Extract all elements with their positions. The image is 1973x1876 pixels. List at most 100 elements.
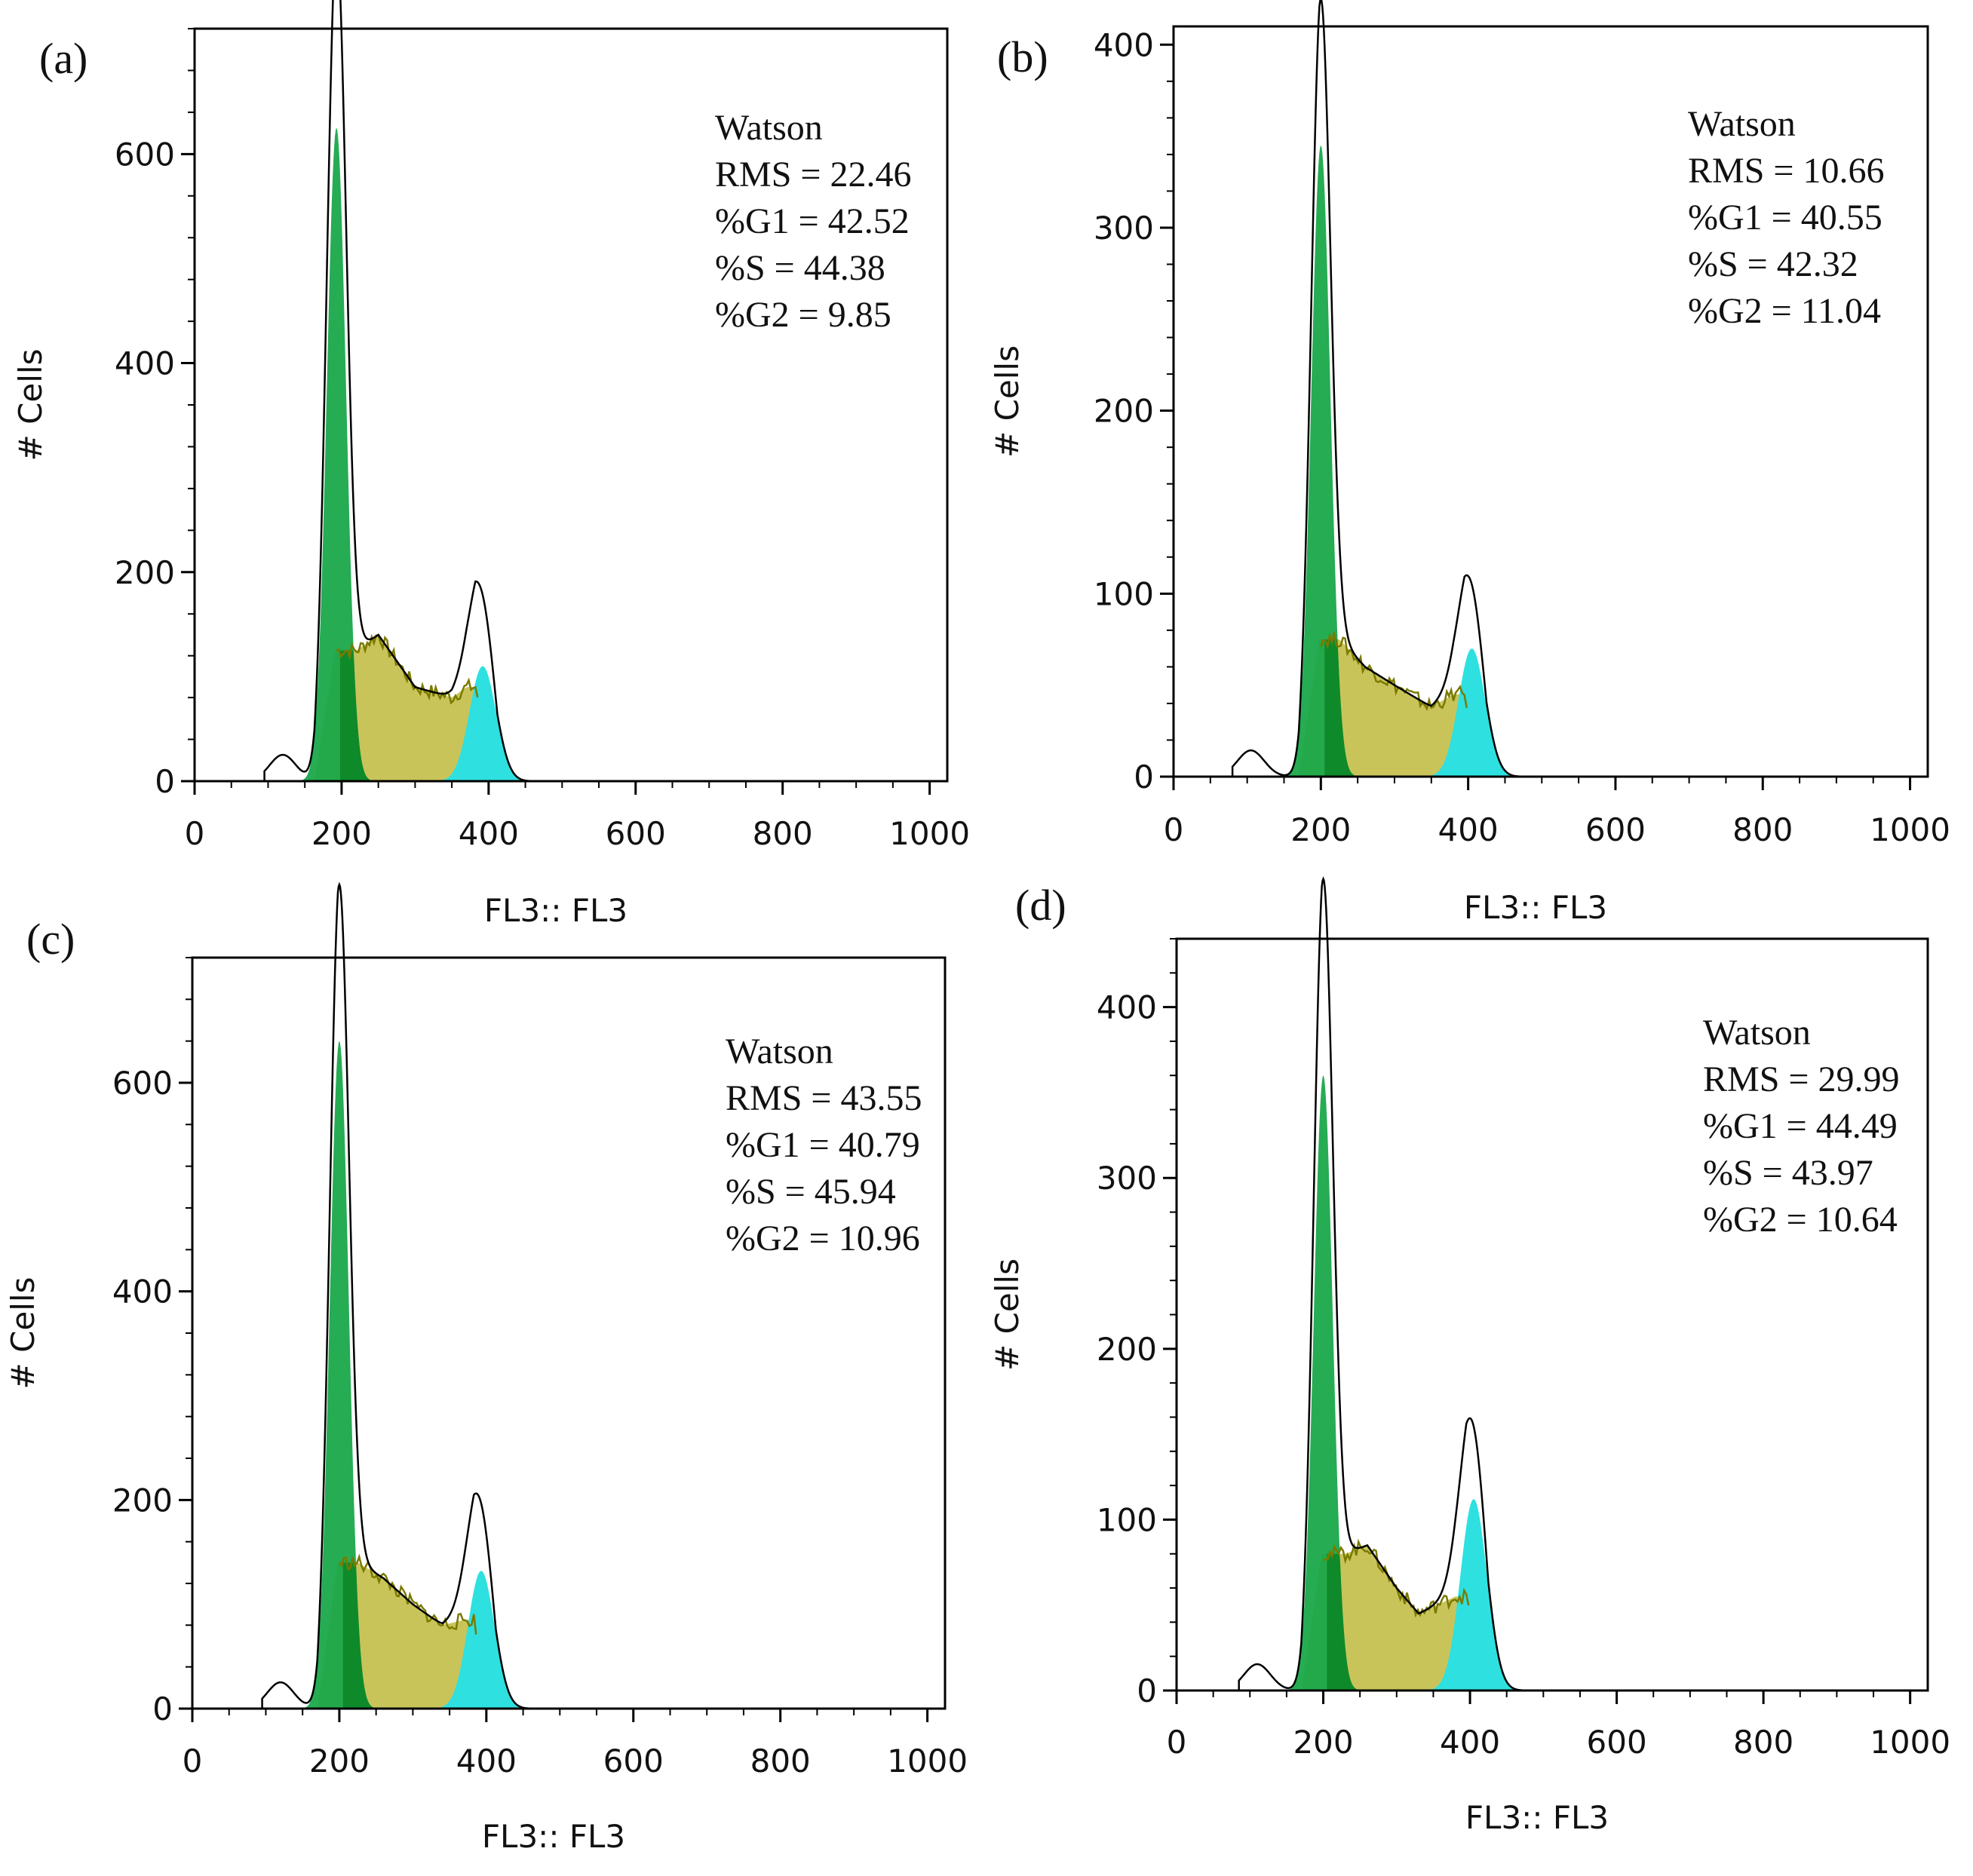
g1-s-overlap-area [339, 650, 370, 781]
g1-phase-area [1279, 1075, 1367, 1691]
y-tick-label: 400 [112, 1274, 173, 1310]
plot-frame [193, 27, 949, 783]
x-tick-label: 200 [309, 1743, 370, 1779]
stat-line: %G2 = 10.96 [726, 1218, 920, 1258]
y-tick-label: 200 [112, 1482, 173, 1519]
y-tick-label: 400 [115, 345, 175, 382]
s-phase-area [314, 635, 498, 781]
stat-line: RMS = 22.46 [715, 155, 911, 195]
x-tick-label: 200 [311, 815, 372, 852]
stat-line: %S = 42.32 [1688, 244, 1858, 284]
x-tick-label: 0 [185, 815, 205, 852]
y-axis-title: # Cells [989, 1258, 1026, 1371]
g2-phase-area [1427, 648, 1517, 777]
plot-frame [1172, 25, 1929, 778]
x-tick-label: 1000 [889, 815, 970, 852]
stat-line: RMS = 29.99 [1703, 1059, 1899, 1099]
x-tick-label: 600 [603, 1743, 664, 1779]
stat-line: RMS = 43.55 [726, 1078, 922, 1118]
x-tick-label: 200 [1293, 1724, 1353, 1761]
model-name: Watson [1703, 1013, 1811, 1053]
x-tick-label: 800 [753, 815, 813, 852]
panel-label: (a) [39, 34, 87, 83]
y-tick-label: 0 [1137, 1672, 1157, 1709]
y-tick-label: 400 [1097, 989, 1157, 1026]
x-axis-title: FL3:: FL3 [1465, 1799, 1609, 1836]
g1-phase-area [295, 1041, 384, 1709]
g2-phase-area [438, 666, 527, 781]
x-tick-label: 0 [183, 1743, 203, 1779]
x-axis-title: FL3:: FL3 [1464, 889, 1607, 926]
g1-s-overlap-area [342, 1562, 373, 1709]
y-tick-label: 200 [1097, 1331, 1157, 1368]
g1-phase-area [292, 127, 381, 782]
stat-line: %S = 44.38 [715, 248, 885, 288]
g2-phase-area [1429, 1499, 1518, 1691]
y-tick-label: 600 [115, 136, 175, 173]
s-phase-line [1320, 632, 1468, 712]
panel-label: (c) [26, 915, 75, 964]
panel-label: (d) [1015, 881, 1066, 930]
y-axis-title: # Cells [989, 345, 1026, 458]
stat-line: %G1 = 40.55 [1688, 198, 1882, 238]
stat-line: %G1 = 44.49 [1703, 1106, 1898, 1146]
g1-phase-area [1276, 145, 1365, 777]
panel-label: (b) [997, 32, 1048, 81]
x-tick-label: 400 [1440, 1724, 1500, 1761]
stat-line: %G2 = 9.85 [715, 295, 891, 335]
stat-line: %S = 45.94 [726, 1172, 896, 1212]
y-tick-label: 0 [1134, 759, 1154, 795]
model-name: Watson [715, 108, 823, 148]
s-phase-area [1299, 639, 1487, 777]
s-phase-line [336, 633, 479, 705]
x-tick-label: 1000 [1870, 1724, 1950, 1761]
plot-frame [1175, 937, 1929, 1692]
stat-line: RMS = 10.66 [1688, 151, 1884, 191]
y-tick-label: 200 [115, 554, 175, 591]
x-axis-title: FL3:: FL3 [482, 1818, 625, 1855]
y-tick-label: 100 [1094, 575, 1154, 612]
x-tick-label: 1000 [887, 1743, 968, 1779]
stat-line: %S = 43.97 [1703, 1153, 1873, 1193]
g1-s-overlap-area [1327, 1553, 1357, 1691]
g1-s-overlap-area [1324, 639, 1355, 777]
x-tick-label: 800 [750, 1743, 811, 1779]
x-tick-label: 400 [456, 1743, 517, 1779]
y-tick-label: 300 [1097, 1160, 1157, 1197]
s-phase-line [338, 1553, 477, 1635]
g2-phase-area [437, 1571, 526, 1709]
stat-line: %G2 = 10.64 [1703, 1200, 1898, 1240]
x-tick-label: 400 [459, 815, 519, 852]
y-tick-label: 0 [152, 1691, 173, 1727]
x-tick-label: 1000 [1870, 811, 1950, 848]
y-axis-title: # Cells [12, 349, 49, 461]
histogram-outline [261, 881, 945, 1710]
y-tick-label: 600 [112, 1065, 173, 1102]
y-tick-label: 100 [1097, 1501, 1157, 1538]
x-tick-label: 800 [1732, 811, 1793, 848]
y-tick-label: 400 [1094, 26, 1154, 63]
histogram-outline [263, 0, 947, 783]
x-tick-label: 0 [1167, 1724, 1187, 1761]
model-name: Watson [1688, 104, 1796, 144]
x-tick-label: 200 [1290, 811, 1351, 848]
x-tick-label: 0 [1164, 811, 1184, 848]
x-tick-label: 400 [1438, 811, 1499, 848]
x-tick-label: 600 [1585, 811, 1646, 848]
x-tick-label: 600 [606, 815, 666, 852]
x-axis-title: FL3:: FL3 [484, 892, 627, 929]
x-tick-label: 800 [1733, 1724, 1793, 1761]
s-phase-area [1301, 1545, 1489, 1691]
y-tick-label: 300 [1094, 210, 1154, 247]
y-tick-label: 200 [1094, 393, 1154, 430]
stat-line: %G1 = 40.79 [726, 1125, 920, 1165]
y-axis-title: # Cells [5, 1277, 41, 1390]
x-tick-label: 600 [1587, 1724, 1647, 1761]
y-tick-label: 0 [155, 763, 175, 800]
stat-line: %G1 = 42.52 [715, 201, 910, 241]
